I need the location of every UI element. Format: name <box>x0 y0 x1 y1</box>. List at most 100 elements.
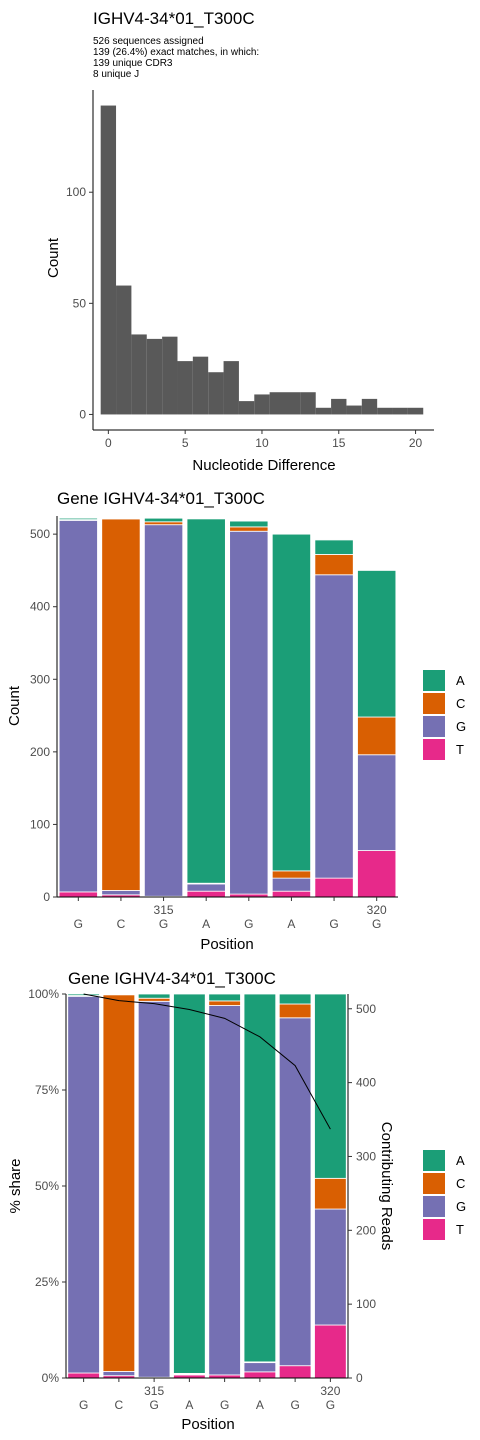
count-bar-segment-t <box>186 890 226 898</box>
histogram-bar <box>377 407 393 415</box>
histogram-bar <box>208 372 224 415</box>
share-x-base-label: A <box>256 1398 264 1412</box>
count-bar-segment-g <box>101 890 141 896</box>
share-bar-segment-g <box>67 995 100 1374</box>
count-y-tick-label: 400 <box>30 600 50 614</box>
share-y2-tick-label: 300 <box>356 1149 376 1163</box>
count-x-base-label: G <box>159 917 168 931</box>
histogram-panel: IGHV4-34*01_T300C 526 sequences assigned… <box>0 0 480 480</box>
share-x-base-label: G <box>220 1398 229 1412</box>
count-bars <box>58 517 397 898</box>
count-bar-segment-a <box>229 520 269 528</box>
share-bar-segment-c <box>208 1000 241 1006</box>
share-bar-segment-c <box>137 997 171 1002</box>
histogram-subtitle-line-3: 139 unique CDR3 <box>93 58 173 69</box>
contributing-reads-polyline <box>83 993 331 1130</box>
histogram-subtitle-line-4: 8 unique J <box>93 69 139 80</box>
share-bar-segment-g <box>243 1362 277 1373</box>
share-y-tick-label: 0% <box>42 1371 60 1385</box>
count-bar-segment-g <box>229 530 269 895</box>
share-bar-segment-g <box>314 1208 347 1326</box>
count-bar-segment-t <box>357 850 397 898</box>
histogram-x-tick-label: 15 <box>332 436 346 450</box>
count-bar-segment-c <box>143 521 184 526</box>
share-bar-segment-a <box>314 993 347 1179</box>
share-y2-tick-label: 200 <box>356 1223 376 1237</box>
share-panel: Gene IGHV4-34*01_T300C 0% 25% 50% 75% 100% 0 1… <box>0 960 480 1440</box>
histogram-bar <box>300 392 316 415</box>
histogram-bar <box>315 407 332 415</box>
histogram-bar <box>116 285 132 415</box>
share-y2-tick-label: 500 <box>356 1002 376 1016</box>
count-bar-segment-c <box>271 870 312 879</box>
share-legend-label-g: G <box>456 1199 466 1214</box>
share-legend-swatch-c <box>423 1173 445 1194</box>
share-y2-axis-label: Contributing Reads <box>378 1122 395 1250</box>
count-x-tick-label: 315 <box>154 903 174 917</box>
histogram-bar <box>223 361 239 415</box>
share-x-tick-label: 320 <box>320 1384 340 1398</box>
histogram-bar <box>285 392 301 415</box>
count-bar-segment-g <box>314 574 354 879</box>
share-bar-segment-c <box>278 1003 312 1019</box>
count-legend-label-a: A <box>456 673 465 688</box>
count-y-tick-label: 300 <box>30 672 50 686</box>
share-bar-segment-a <box>278 993 312 1005</box>
count-bar-segment-a <box>271 533 312 872</box>
count-bar-segment-c <box>314 554 354 576</box>
share-y-tick-label: 100% <box>28 987 59 1001</box>
histogram-x-tick-label: 10 <box>255 436 269 450</box>
count-bar-segment-t <box>271 890 312 898</box>
share-bar-segment-c <box>102 994 136 1372</box>
share-bar-segment-a <box>173 993 206 1374</box>
count-x-base-label: A <box>287 917 295 931</box>
count-panel: Gene IGHV4-34*01_T300C 0 100 200 300 400 500 G… <box>0 480 480 960</box>
histogram-x-axis-label: Nucleotide Difference <box>192 457 335 474</box>
count-bar-segment-t <box>314 877 354 898</box>
histogram-bars <box>100 105 424 415</box>
histogram-bar <box>331 398 347 415</box>
share-legend-label-t: T <box>456 1222 464 1237</box>
share-x-base-label: C <box>115 1398 124 1412</box>
histogram-bar <box>254 394 270 415</box>
share-y2-tick-label: 100 <box>356 1297 376 1311</box>
share-legend-label-c: C <box>456 1176 465 1191</box>
histogram-x-tick-label: 20 <box>409 436 423 450</box>
share-x-base-label: G <box>290 1398 299 1412</box>
count-x-axis-label: Position <box>200 936 253 953</box>
count-bar-segment-c <box>101 518 141 891</box>
contributing-reads-line <box>83 993 331 1130</box>
histogram-bar <box>392 407 408 415</box>
count-bar-segment-c <box>229 526 269 532</box>
count-x-base-label: A <box>202 917 210 931</box>
share-y2-tick-label: 0 <box>356 1371 363 1385</box>
histogram-bar <box>100 105 117 415</box>
histogram-y-tick-label: 100 <box>66 185 86 199</box>
share-bar-segment-a <box>243 993 277 1363</box>
share-bar-segment-a <box>137 993 171 999</box>
share-bar-segment-g <box>278 1017 312 1367</box>
histogram-bar <box>146 338 163 415</box>
share-y-tick-label: 75% <box>35 1083 59 1097</box>
histogram-bar <box>361 398 378 415</box>
count-chart-title: Gene IGHV4-34*01_T300C <box>57 489 265 508</box>
share-bar-segment-c <box>314 1177 347 1210</box>
count-y-tick-label: 200 <box>30 745 50 759</box>
histogram-axes: 0 50 100 0 5 10 15 20 <box>66 90 434 450</box>
histogram-bar <box>131 334 147 415</box>
count-x-base-label: G <box>244 917 253 931</box>
share-x-tick-label: 315 <box>144 1384 164 1398</box>
share-bar-segment-t <box>314 1324 347 1379</box>
count-bar-segment-a <box>357 570 397 718</box>
count-bar-segment-g <box>271 877 312 892</box>
count-y-tick-label: 0 <box>43 890 50 904</box>
share-legend-swatch-g <box>423 1196 445 1217</box>
histogram-y-tick-label: 0 <box>79 407 86 421</box>
share-y-tick-label: 25% <box>35 1275 59 1289</box>
share-x-base-label: A <box>185 1398 193 1412</box>
share-legend-swatch-t <box>423 1219 445 1240</box>
